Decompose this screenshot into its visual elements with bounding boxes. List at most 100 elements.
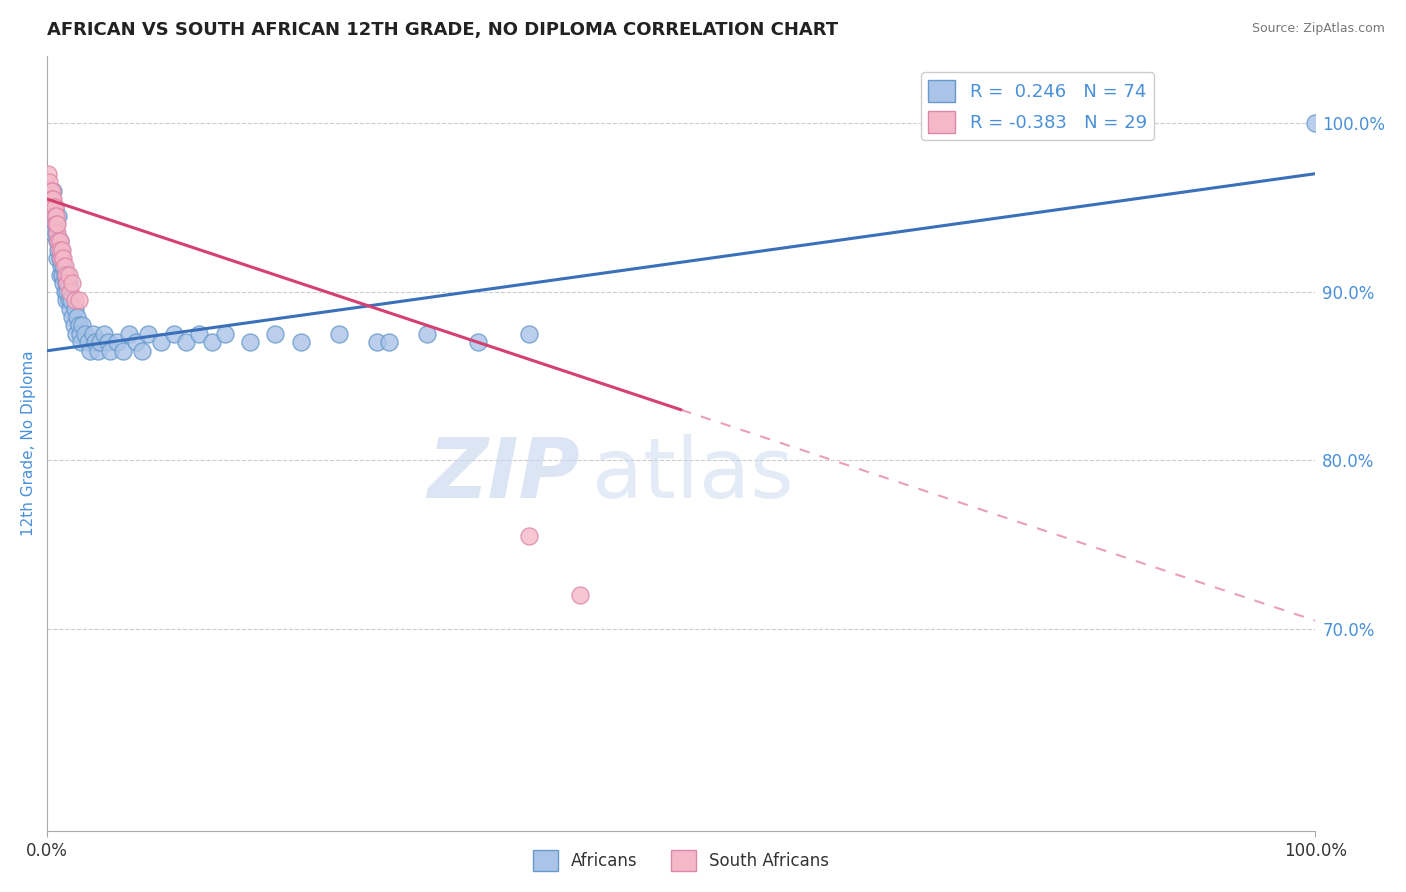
Point bbox=[49, 260, 72, 274]
Point bbox=[67, 318, 90, 333]
Point bbox=[38, 201, 60, 215]
Text: Source: ZipAtlas.com: Source: ZipAtlas.com bbox=[1251, 22, 1385, 36]
Point bbox=[366, 335, 388, 350]
Point bbox=[201, 335, 224, 350]
Point bbox=[45, 226, 67, 240]
Point bbox=[45, 209, 67, 223]
Text: AFRICAN VS SOUTH AFRICAN 12TH GRADE, NO DIPLOMA CORRELATION CHART: AFRICAN VS SOUTH AFRICAN 12TH GRADE, NO … bbox=[46, 21, 838, 39]
Point bbox=[41, 217, 63, 231]
Point bbox=[517, 326, 540, 341]
Point bbox=[42, 226, 65, 240]
Point bbox=[55, 268, 77, 282]
Point bbox=[60, 277, 83, 291]
Point bbox=[82, 326, 104, 341]
Point bbox=[44, 201, 66, 215]
Point bbox=[48, 243, 70, 257]
Point bbox=[53, 268, 76, 282]
Point bbox=[51, 243, 73, 257]
Point bbox=[48, 243, 70, 257]
Point bbox=[52, 251, 75, 265]
Point bbox=[42, 192, 65, 206]
Point bbox=[63, 293, 86, 308]
Point bbox=[41, 192, 63, 206]
Point bbox=[58, 268, 80, 282]
Point bbox=[63, 301, 86, 316]
Point bbox=[48, 234, 70, 248]
Point bbox=[38, 175, 60, 189]
Point bbox=[70, 335, 93, 350]
Point bbox=[46, 226, 69, 240]
Point bbox=[93, 326, 115, 341]
Point bbox=[131, 343, 153, 358]
Point bbox=[1303, 116, 1326, 130]
Point bbox=[46, 251, 69, 265]
Point bbox=[48, 209, 70, 223]
Point bbox=[89, 335, 111, 350]
Point bbox=[59, 285, 82, 299]
Point bbox=[46, 234, 69, 248]
Point bbox=[37, 167, 59, 181]
Point bbox=[163, 326, 186, 341]
Point bbox=[517, 529, 540, 543]
Point bbox=[39, 184, 62, 198]
Point bbox=[41, 184, 63, 198]
Point bbox=[112, 343, 135, 358]
Point bbox=[98, 343, 121, 358]
Point bbox=[467, 335, 489, 350]
Point bbox=[416, 326, 439, 341]
Point bbox=[51, 251, 73, 265]
Point bbox=[328, 326, 350, 341]
Text: ZIP: ZIP bbox=[427, 434, 579, 515]
Point bbox=[65, 326, 87, 341]
Y-axis label: 12th Grade, No Diploma: 12th Grade, No Diploma bbox=[21, 351, 35, 536]
Point bbox=[176, 335, 198, 350]
Point bbox=[42, 201, 65, 215]
Point bbox=[66, 310, 89, 324]
Point bbox=[125, 335, 148, 350]
Point bbox=[42, 184, 65, 198]
Point bbox=[49, 251, 72, 265]
Point bbox=[56, 268, 79, 282]
Point bbox=[84, 335, 107, 350]
Point bbox=[60, 310, 83, 324]
Point bbox=[46, 217, 69, 231]
Point bbox=[239, 335, 262, 350]
Point bbox=[48, 268, 70, 282]
Point bbox=[51, 268, 73, 282]
Point bbox=[138, 326, 160, 341]
Point bbox=[62, 318, 84, 333]
Point bbox=[150, 335, 173, 350]
Text: atlas: atlas bbox=[592, 434, 794, 515]
Point bbox=[48, 251, 70, 265]
Point bbox=[105, 335, 128, 350]
Point bbox=[72, 318, 94, 333]
Point bbox=[60, 293, 83, 308]
Point bbox=[73, 326, 96, 341]
Point bbox=[59, 301, 82, 316]
Point bbox=[44, 209, 66, 223]
Point bbox=[69, 326, 91, 341]
Point bbox=[118, 326, 141, 341]
Point bbox=[45, 217, 67, 231]
Point bbox=[86, 343, 108, 358]
Point bbox=[290, 335, 312, 350]
Point bbox=[79, 343, 101, 358]
Point bbox=[76, 335, 98, 350]
Point bbox=[44, 209, 66, 223]
Point bbox=[44, 201, 66, 215]
Point bbox=[58, 277, 80, 291]
Point bbox=[55, 277, 77, 291]
Point bbox=[56, 285, 79, 299]
Point bbox=[48, 234, 70, 248]
Point bbox=[48, 234, 70, 248]
Point bbox=[49, 243, 72, 257]
Point bbox=[52, 260, 75, 274]
Point bbox=[378, 335, 401, 350]
Point bbox=[56, 277, 79, 291]
Point bbox=[97, 335, 120, 350]
Point bbox=[58, 293, 80, 308]
Point bbox=[53, 260, 76, 274]
Point bbox=[188, 326, 211, 341]
Point bbox=[67, 293, 90, 308]
Point bbox=[264, 326, 287, 341]
